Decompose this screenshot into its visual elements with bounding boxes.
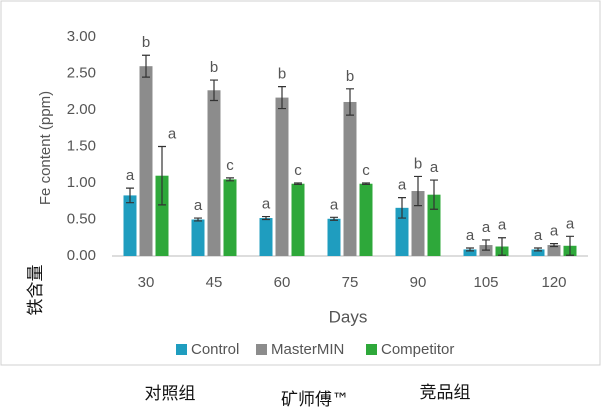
error-bar — [362, 182, 370, 186]
significance-letter: a — [498, 217, 507, 234]
legend-swatch — [366, 344, 377, 355]
error-bar — [194, 217, 202, 222]
significance-letter: a — [262, 196, 271, 213]
significance-letter: a — [330, 196, 339, 213]
bar — [223, 179, 237, 256]
legend-swatch — [256, 344, 267, 355]
error-bar — [142, 54, 150, 78]
significance-letter: b — [346, 68, 354, 85]
error-bar — [158, 145, 166, 206]
significance-letter: c — [362, 162, 370, 179]
significance-letter: a — [194, 197, 203, 214]
bar — [395, 207, 409, 256]
error-bar — [430, 179, 438, 210]
significance-letter: a — [534, 227, 543, 244]
significance-letter: a — [398, 177, 407, 194]
x-tick-label: 120 — [541, 274, 566, 291]
error-bar — [346, 88, 354, 116]
y-tick-label: 0.00 — [67, 247, 96, 264]
y-tick-label: 1.50 — [67, 137, 96, 154]
error-bar — [566, 235, 574, 256]
error-bar — [498, 237, 506, 256]
x-axis-title: Days — [329, 307, 368, 326]
significance-letter: b — [142, 34, 150, 51]
significance-letter: a — [550, 223, 559, 240]
significance-letter: c — [226, 157, 234, 174]
bar — [343, 101, 357, 256]
significance-letter: a — [482, 219, 491, 236]
group-label: 矿师傅™ — [281, 390, 349, 410]
bar — [411, 191, 425, 256]
error-bar — [262, 215, 270, 221]
bar — [259, 218, 273, 256]
error-bar — [126, 187, 134, 204]
bar — [327, 218, 341, 256]
error-bar — [294, 182, 302, 186]
bar — [139, 66, 153, 256]
x-tick-label: 90 — [410, 274, 427, 291]
error-bar — [398, 197, 406, 219]
significance-letter: a — [430, 159, 439, 176]
bar — [275, 97, 289, 256]
bar — [155, 175, 169, 256]
bar — [427, 194, 441, 256]
bar — [291, 183, 305, 256]
y-tick-label: 1.00 — [67, 174, 96, 191]
bar — [359, 183, 373, 256]
bar — [547, 245, 561, 256]
bar — [123, 195, 137, 256]
error-bar — [534, 247, 542, 252]
y-tick-label: 2.00 — [67, 101, 96, 118]
group-label: 竞品组 — [420, 383, 471, 403]
significance-letter: b — [414, 155, 422, 172]
error-bar — [278, 86, 286, 110]
y-tick-label: 0.50 — [67, 210, 96, 227]
significance-letter: a — [466, 227, 475, 244]
bar — [191, 219, 205, 256]
error-bar — [466, 247, 474, 252]
bar — [463, 249, 477, 256]
legend-label: MasterMIN — [271, 341, 344, 358]
error-bar — [330, 216, 338, 221]
legend-swatch — [176, 344, 187, 355]
significance-letter: b — [278, 66, 286, 83]
x-tick-label: 45 — [206, 274, 223, 291]
significance-letter: b — [210, 59, 218, 76]
x-tick-label: 30 — [138, 274, 155, 291]
y-axis-title: Fe content (ppm) — [37, 91, 54, 205]
group-label: 对照组 — [145, 384, 196, 404]
y-axis-title-cn: 铁含量 — [26, 265, 46, 316]
legend-label: Control — [191, 341, 239, 358]
bar — [531, 249, 545, 256]
x-tick-label: 105 — [473, 274, 498, 291]
significance-letter: a — [168, 125, 177, 142]
y-tick-label: 2.50 — [67, 64, 96, 81]
error-bar — [550, 242, 558, 248]
y-tick-label: 3.00 — [67, 28, 96, 45]
significance-letter: c — [294, 162, 302, 179]
error-bar — [414, 175, 422, 207]
error-bar — [482, 239, 490, 251]
legend-label: Competitor — [381, 341, 454, 358]
bar — [207, 90, 221, 256]
significance-letter: a — [566, 215, 575, 232]
error-bar — [226, 177, 234, 182]
x-tick-label: 75 — [342, 274, 359, 291]
significance-letter: a — [126, 167, 135, 184]
error-bar — [210, 79, 218, 102]
x-tick-label: 60 — [274, 274, 291, 291]
